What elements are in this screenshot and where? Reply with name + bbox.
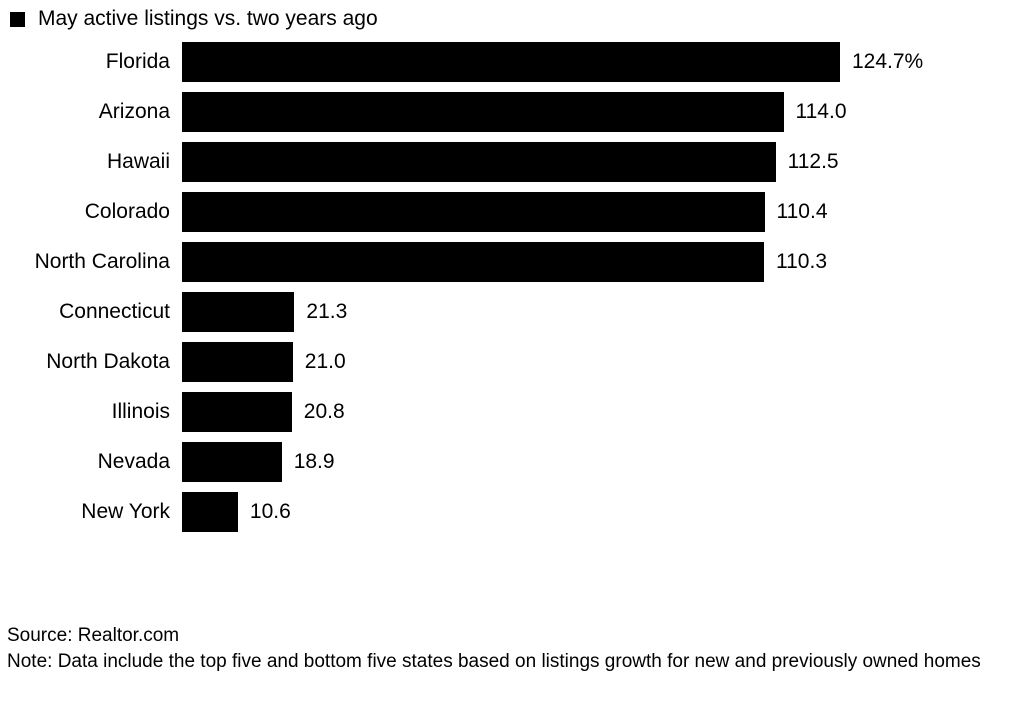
bar-row: Hawaii 112.5	[0, 142, 1024, 182]
bar-row: Nevada 18.9	[0, 442, 1024, 482]
bar	[182, 342, 293, 382]
value-label: 110.4	[776, 200, 828, 223]
source-note: Source: Realtor.com	[7, 625, 180, 646]
chart-footer: Source: Realtor.com Note: Data include t…	[7, 623, 1019, 675]
value-label: 10.6	[249, 500, 291, 523]
value-label: 124.7%	[852, 50, 924, 73]
category-label: Arizona	[98, 100, 170, 123]
bar-row: Florida 124.7%	[0, 42, 1024, 82]
bar-track: 110.3	[182, 242, 1024, 282]
value-label: 112.5	[787, 150, 839, 173]
bar	[182, 42, 840, 82]
data-note: Note: Data include the top five and bott…	[7, 651, 981, 672]
bar	[182, 492, 238, 532]
value-label: 114.0	[795, 100, 847, 123]
bar-track: 10.6	[182, 492, 1024, 532]
legend-swatch-icon	[10, 11, 25, 27]
value-label: 21.3	[306, 300, 348, 323]
category-label: Hawaii	[106, 150, 170, 173]
bar	[182, 442, 282, 482]
category-label: New York	[81, 500, 170, 523]
bar-row: Arizona 114.0	[0, 92, 1024, 132]
value-label: 20.8	[303, 400, 345, 423]
bar-track: 21.0	[182, 342, 1024, 382]
bar-track: 18.9	[182, 442, 1024, 482]
category-label: Florida	[105, 50, 170, 73]
bar-track: 20.8	[182, 392, 1024, 432]
bar-track: 112.5	[182, 142, 1024, 182]
category-label: Illinois	[111, 400, 170, 423]
bar-track: 114.0	[182, 92, 1024, 132]
value-label: 21.0	[304, 350, 346, 373]
bar-track: 110.4	[182, 192, 1024, 232]
bar-row: New York 10.6	[0, 492, 1024, 532]
value-label: 110.3	[776, 250, 827, 273]
category-label: Colorado	[84, 200, 170, 223]
bar-row: Connecticut 21.3	[0, 292, 1024, 332]
category-label: North Dakota	[46, 350, 170, 373]
value-label: 18.9	[293, 450, 335, 473]
bar-track: 124.7%	[182, 42, 1024, 82]
bar-row: North Dakota 21.0	[0, 342, 1024, 382]
bar-row: North Carolina 110.3	[0, 242, 1024, 282]
bar	[182, 392, 292, 432]
bar-track: 21.3	[182, 292, 1024, 332]
bar	[182, 92, 784, 132]
legend-label: May active listings vs. two years ago	[38, 7, 378, 30]
bar	[182, 292, 295, 332]
category-label: North Carolina	[34, 250, 170, 273]
bar	[182, 242, 764, 282]
category-label: Connecticut	[59, 300, 170, 323]
category-label: Nevada	[97, 450, 170, 473]
bar-row: Illinois 20.8	[0, 392, 1024, 432]
bar-chart: Florida 124.7% Arizona 114.0 Hawaii 112.5 Colo…	[0, 42, 1024, 542]
bar	[182, 192, 765, 232]
bar-row: Colorado 110.4	[0, 192, 1024, 232]
bar	[182, 142, 776, 182]
legend: May active listings vs. two years ago	[10, 5, 378, 33]
